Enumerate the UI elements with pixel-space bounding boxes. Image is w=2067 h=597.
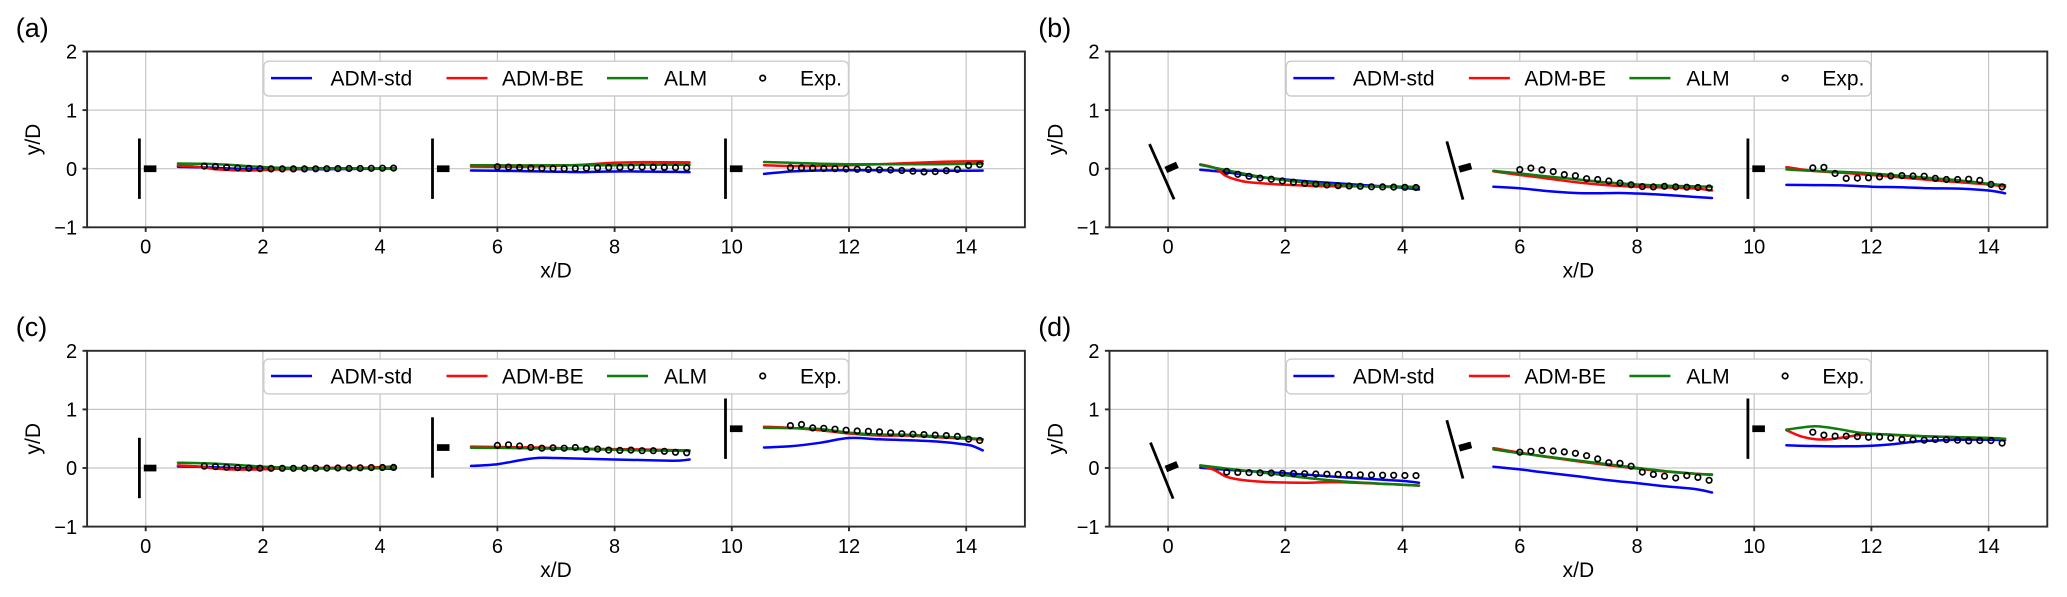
svg-text:2: 2 xyxy=(257,237,268,259)
svg-text:−1: −1 xyxy=(54,517,77,539)
svg-text:10: 10 xyxy=(1743,536,1765,558)
svg-text:10: 10 xyxy=(1743,237,1765,259)
svg-text:0: 0 xyxy=(140,536,151,558)
svg-text:Exp.: Exp. xyxy=(1822,67,1864,90)
svg-text:y/D: y/D xyxy=(1045,124,1068,156)
svg-text:4: 4 xyxy=(375,237,386,259)
svg-text:1: 1 xyxy=(66,400,77,422)
svg-text:6: 6 xyxy=(1514,536,1525,558)
svg-text:0: 0 xyxy=(66,458,77,480)
svg-text:(b): (b) xyxy=(1038,13,1071,43)
svg-text:0: 0 xyxy=(1163,536,1174,558)
svg-text:ADM-std: ADM-std xyxy=(1353,365,1435,388)
svg-text:8: 8 xyxy=(1631,237,1642,259)
svg-text:0: 0 xyxy=(140,237,151,259)
svg-text:x/D: x/D xyxy=(1563,559,1595,582)
svg-text:14: 14 xyxy=(1977,237,1999,259)
svg-text:8: 8 xyxy=(609,536,620,558)
svg-text:ADM-std: ADM-std xyxy=(1353,67,1435,90)
svg-text:−1: −1 xyxy=(1077,517,1100,539)
svg-text:8: 8 xyxy=(609,237,620,259)
svg-text:Exp.: Exp. xyxy=(800,365,842,388)
svg-text:x/D: x/D xyxy=(540,559,572,582)
svg-text:ALM: ALM xyxy=(664,365,707,388)
svg-text:2: 2 xyxy=(1088,42,1099,64)
svg-text:8: 8 xyxy=(1631,536,1642,558)
svg-text:−1: −1 xyxy=(54,218,77,240)
svg-text:1: 1 xyxy=(66,100,77,122)
svg-text:10: 10 xyxy=(721,536,743,558)
svg-text:6: 6 xyxy=(1514,237,1525,259)
svg-text:14: 14 xyxy=(955,237,977,259)
svg-text:x/D: x/D xyxy=(1563,260,1595,283)
svg-text:4: 4 xyxy=(375,536,386,558)
svg-text:ADM-BE: ADM-BE xyxy=(1524,365,1606,388)
svg-text:(c): (c) xyxy=(16,312,47,342)
svg-text:2: 2 xyxy=(66,341,77,363)
svg-text:0: 0 xyxy=(1163,237,1174,259)
svg-text:ALM: ALM xyxy=(664,67,707,90)
svg-text:ALM: ALM xyxy=(1686,365,1729,388)
svg-text:6: 6 xyxy=(492,536,503,558)
svg-text:1: 1 xyxy=(1088,400,1099,422)
svg-text:ADM-BE: ADM-BE xyxy=(502,67,584,90)
svg-text:ADM-std: ADM-std xyxy=(331,365,413,388)
svg-text:y/D: y/D xyxy=(22,423,45,455)
svg-text:2: 2 xyxy=(257,536,268,558)
svg-text:2: 2 xyxy=(1280,237,1291,259)
svg-text:6: 6 xyxy=(492,237,503,259)
svg-text:(d): (d) xyxy=(1038,312,1071,342)
svg-text:0: 0 xyxy=(1088,159,1099,181)
svg-text:0: 0 xyxy=(66,159,77,181)
svg-text:x/D: x/D xyxy=(540,260,572,283)
svg-text:12: 12 xyxy=(1860,237,1882,259)
svg-text:12: 12 xyxy=(1860,536,1882,558)
svg-text:y/D: y/D xyxy=(22,124,45,156)
svg-text:0: 0 xyxy=(1088,458,1099,480)
svg-text:14: 14 xyxy=(1977,536,1999,558)
svg-text:2: 2 xyxy=(1280,536,1291,558)
svg-text:Exp.: Exp. xyxy=(800,67,842,90)
svg-text:(a): (a) xyxy=(16,13,49,43)
svg-text:ADM-BE: ADM-BE xyxy=(1524,67,1606,90)
svg-text:1: 1 xyxy=(1088,100,1099,122)
svg-text:4: 4 xyxy=(1397,237,1408,259)
svg-text:10: 10 xyxy=(721,237,743,259)
svg-text:y/D: y/D xyxy=(1045,423,1068,455)
svg-text:12: 12 xyxy=(838,237,860,259)
svg-text:ALM: ALM xyxy=(1686,67,1729,90)
svg-text:−1: −1 xyxy=(1077,218,1100,240)
svg-text:Exp.: Exp. xyxy=(1822,365,1864,388)
svg-text:2: 2 xyxy=(66,42,77,64)
svg-text:4: 4 xyxy=(1397,536,1408,558)
svg-text:14: 14 xyxy=(955,536,977,558)
svg-text:ADM-std: ADM-std xyxy=(331,67,413,90)
svg-text:ADM-BE: ADM-BE xyxy=(502,365,584,388)
svg-text:12: 12 xyxy=(838,536,860,558)
svg-text:2: 2 xyxy=(1088,341,1099,363)
